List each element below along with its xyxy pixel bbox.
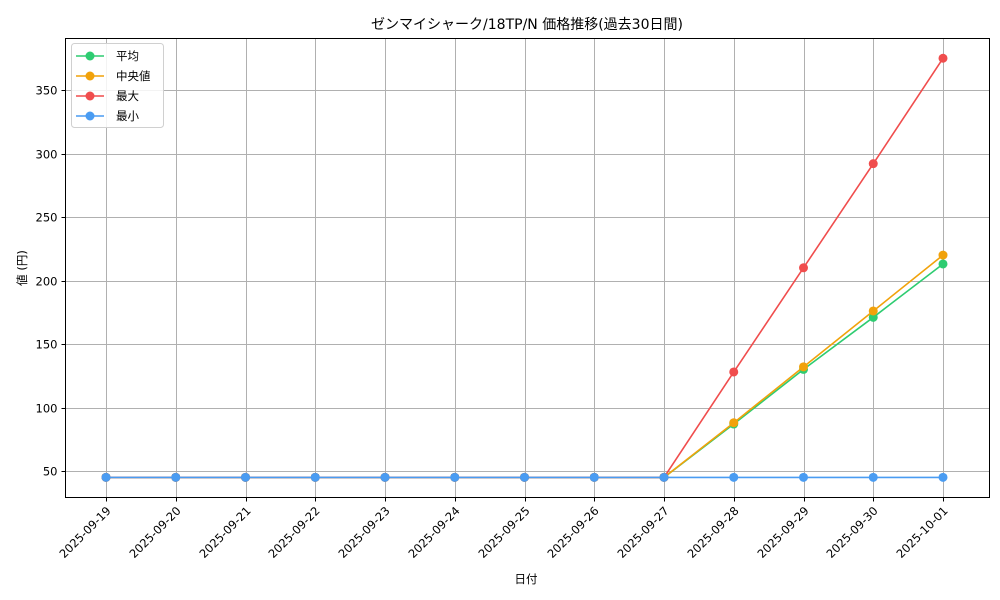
data-point: [729, 418, 739, 428]
data-point: [241, 472, 250, 482]
x-tick-label: 2025-09-24: [405, 504, 462, 561]
x-tick-label: 2025-09-26: [544, 504, 601, 561]
y-tick-label: 50: [43, 465, 58, 479]
data-point: [938, 259, 948, 269]
legend-marker: [85, 71, 95, 81]
x-tick-label: 2025-09-20: [126, 504, 183, 561]
series-lines: [101, 53, 948, 482]
series-line-0: [106, 263, 944, 479]
data-point: [938, 472, 948, 482]
chart-title: ゼンマイシャーク/18TP/N 価格推移(過去30日間): [371, 17, 683, 33]
x-axis-label: 日付: [515, 572, 538, 586]
data-point: [380, 472, 390, 482]
data-point: [171, 472, 181, 482]
data-point: [310, 472, 320, 482]
data-point: [868, 306, 878, 316]
data-point: [659, 472, 669, 482]
y-tick-label: 350: [36, 84, 58, 98]
data-point: [868, 472, 878, 482]
legend-label: 平均: [116, 49, 139, 63]
data-point: [868, 159, 878, 169]
x-tick-label: 2025-09-22: [265, 504, 322, 561]
data-point: [868, 312, 878, 322]
y-tick-label: 100: [36, 402, 58, 416]
legend-box: [71, 43, 164, 128]
data-point: [450, 472, 460, 482]
data-point: [729, 472, 739, 482]
series-line-2: [106, 57, 944, 479]
legend-marker: [85, 51, 95, 61]
data-point: [589, 472, 599, 482]
legend-marker: [85, 91, 95, 101]
data-point: [729, 367, 739, 377]
y-tick-label: 200: [36, 275, 58, 289]
x-tick-label: 2025-09-21: [196, 504, 253, 561]
plot-frame: [65, 38, 990, 498]
x-tick-label: 2025-09-27: [614, 504, 671, 561]
x-tick-label: 2025-09-30: [823, 504, 880, 561]
x-tick-label: 2025-09-23: [335, 504, 392, 561]
y-tick-label: 150: [36, 338, 58, 352]
data-point: [520, 472, 529, 482]
y-tick-label: 250: [36, 211, 58, 225]
legend-marker: [85, 111, 95, 121]
x-tick-label: 2025-10-01: [893, 504, 950, 561]
legend-label: 最小: [116, 109, 139, 123]
data-point: [938, 53, 948, 63]
x-tick-label: 2025-09-25: [475, 504, 532, 561]
series-line-1: [106, 254, 944, 479]
data-point: [799, 362, 808, 372]
y-axis-label: 値 (円): [15, 250, 29, 286]
legend-label: 最大: [116, 89, 139, 103]
y-axis-ticks: 50 100 150 200 250 300 350: [36, 84, 66, 479]
y-tick-label: 300: [36, 148, 58, 162]
data-point: [799, 472, 808, 482]
x-axis-ticks: 2025-09-19 2025-09-20 2025-09-21 2025-09-22…: [56, 497, 951, 561]
x-tick-label: 2025-09-29: [754, 504, 811, 561]
data-point: [101, 472, 111, 482]
x-tick-label: 2025-09-19: [56, 504, 113, 561]
data-point: [799, 263, 808, 273]
data-point: [938, 250, 948, 260]
legend-label: 中央値: [116, 69, 151, 83]
grid-lines: [65, 38, 990, 498]
x-tick-label: 2025-09-28: [684, 504, 741, 561]
